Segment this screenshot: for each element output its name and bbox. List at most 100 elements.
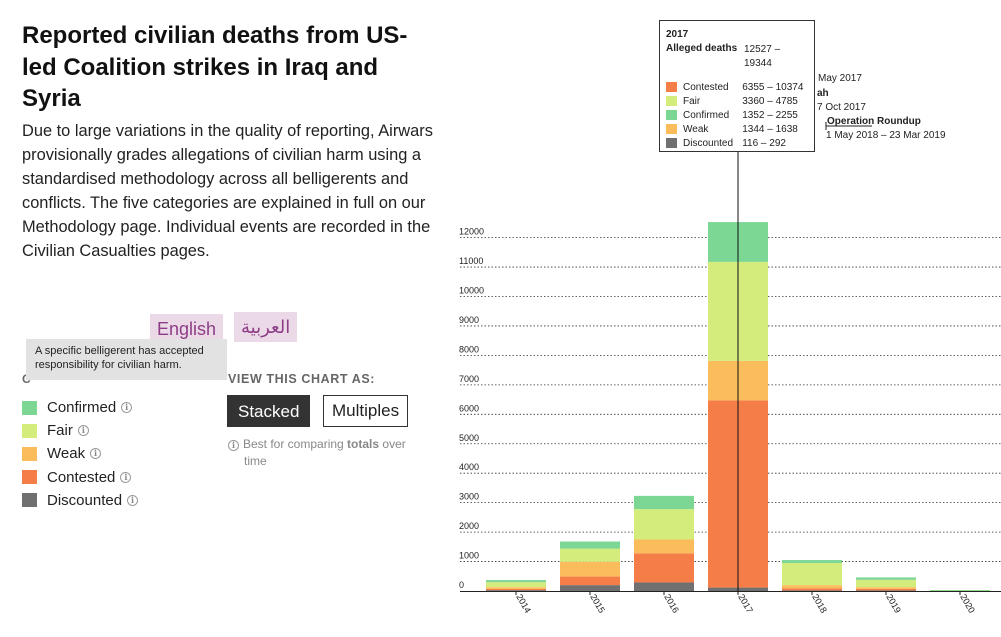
bar-segment-confirmed-2016	[634, 495, 694, 510]
bar-segment-fair-2014	[486, 582, 546, 588]
legend-label-weak: Weak	[47, 445, 86, 463]
tooltip-swatch	[666, 138, 677, 148]
info-icon[interactable]: i	[77, 425, 89, 437]
bar-segment-discounted-2019	[856, 590, 916, 592]
hint-prefix: Best for comparing	[243, 437, 348, 451]
hint-line2: time	[244, 454, 267, 469]
bar-segment-fair-2016	[634, 509, 694, 540]
x-tick-label: 2018	[810, 592, 829, 614]
legend-swatch-fair	[22, 423, 37, 438]
y-tick-label: 8000	[459, 344, 479, 354]
bar-segment-fair-2018	[782, 563, 842, 586]
tooltip-row-label: Fair	[683, 95, 701, 107]
hint-bold: totals	[347, 437, 380, 451]
tooltip-row-label: Confirmed	[683, 109, 730, 121]
bar-segment-contested-2019	[856, 588, 916, 591]
x-tick-label: 2015	[588, 592, 607, 614]
tooltip-row-label: Weak	[683, 123, 709, 135]
arabic-language-button[interactable]: العربية	[234, 312, 298, 342]
tooltip-row-value: 116 – 292	[742, 137, 786, 149]
tooltip-swatch	[666, 124, 677, 134]
y-tick-label: 11000	[459, 256, 483, 266]
view-hint: i Best for comparing totals over time	[228, 436, 428, 471]
tooltip-row-confirmed: Confirmed 1352 – 2255	[666, 108, 808, 122]
y-tick-label: 7000	[459, 374, 479, 384]
bar-segment-confirmed-2014	[486, 580, 546, 583]
tooltip-alleged-value: 12527 – 19344	[744, 44, 781, 69]
legend-item-fair[interactable]: Fair i	[22, 419, 138, 442]
tooltip-swatch	[666, 82, 677, 92]
tooltip-row-value: 1352 – 2255	[742, 109, 798, 121]
legend-swatch-contested	[22, 470, 37, 485]
info-icon[interactable]: i	[90, 448, 102, 460]
info-icon[interactable]: i	[120, 471, 132, 483]
tooltip-row-fair: Fair 3360 – 4785	[666, 94, 808, 108]
y-tick-label: 12000	[459, 227, 484, 237]
bar-segment-confirmed-2018	[782, 560, 842, 564]
tooltip-swatch	[666, 110, 677, 120]
bar-segment-contested-2016	[634, 553, 694, 583]
tooltip-row-discounted: Discounted 116 – 292	[666, 136, 808, 150]
legend-tooltip: A specific belligerent has accepted resp…	[26, 339, 227, 380]
x-tick-label: 2016	[662, 592, 681, 614]
tooltip-row-label: Discounted	[683, 137, 734, 149]
bar-segment-weak-2019	[856, 587, 916, 589]
y-tick-label: 10000	[459, 286, 484, 296]
x-tick-label: 2017	[736, 592, 755, 614]
tooltip-alleged-label: Alleged deaths	[666, 43, 738, 54]
bar-segment-contested-2015	[560, 576, 620, 586]
chart-tooltip: 2017 Alleged deaths 12527 – 19344 Contes…	[659, 20, 815, 152]
info-icon[interactable]: i	[127, 494, 139, 506]
annotation-text: ah	[817, 88, 829, 99]
tooltip-row-contested: Contested 6355 – 10374	[666, 80, 808, 94]
info-icon[interactable]: i	[121, 402, 133, 414]
stacked-view-button[interactable]: Stacked	[227, 395, 311, 427]
info-icon: i	[228, 440, 239, 451]
bar-segment-weak-2015	[560, 561, 620, 577]
legend-label-discounted: Discounted	[47, 491, 123, 509]
annotation-text: May 2017	[818, 73, 862, 84]
tooltip-row-weak: Weak 1344 – 1638	[666, 122, 808, 136]
legend-label-confirmed: Confirmed	[47, 399, 117, 417]
tooltip-row-label: Contested	[683, 81, 729, 93]
y-tick-label: 4000	[459, 462, 479, 472]
hint-suffix: over	[379, 437, 406, 451]
tooltip-row-value: 6355 – 10374	[742, 81, 804, 93]
legend-label-contested: Contested	[47, 468, 116, 486]
bar-segment-weak-2018	[782, 585, 842, 589]
bar-segment-discounted-2014	[486, 590, 546, 591]
intro-paragraph: Due to large variations in the quality o…	[22, 122, 433, 260]
y-tick-label: 6000	[459, 403, 479, 413]
bar-segment-fair-2015	[560, 548, 620, 562]
tooltip-row-value: 1344 – 1638	[742, 123, 798, 135]
y-tick-label: 5000	[459, 433, 479, 443]
legend-swatch-weak	[22, 446, 37, 461]
bar-segment-confirmed-2019	[856, 577, 916, 580]
bar-segment-fair-2019	[856, 579, 916, 588]
bar-segment-confirmed-2015	[560, 541, 620, 549]
bar-segment-confirmed-2020	[930, 589, 990, 591]
bar-segment-discounted-2016	[634, 582, 694, 591]
tooltip-row-value: 3360 – 4785	[742, 95, 798, 107]
legend-swatch-discounted	[22, 493, 37, 508]
view-chart-label: VIEW THIS CHART AS:	[228, 372, 376, 386]
annotation-text: Operation Roundup	[827, 116, 921, 127]
multiples-view-button[interactable]: Multiples	[323, 395, 409, 427]
y-tick-label: 3000	[459, 492, 479, 502]
stacked-bar-chart: 0 1000 2000 3000 4000 5000 6000 7000 8000 9000 100…	[459, 73, 1001, 615]
legend-item-discounted[interactable]: Discounted i	[22, 489, 139, 512]
annotation-text: 7 Oct 2017	[817, 102, 866, 113]
legend-label-fair: Fair	[47, 422, 73, 440]
legend-item-confirmed[interactable]: Confirmed i	[22, 396, 138, 419]
bar-segment-weak-2016	[634, 539, 694, 554]
legend-item-contested[interactable]: Contested i	[22, 466, 138, 489]
x-tick-label: 2014	[514, 592, 533, 614]
y-tick-label: 9000	[459, 315, 479, 325]
y-tick-label: 2000	[459, 521, 479, 531]
annotation-text: 1 May 2018 – 23 Mar 2019	[826, 130, 946, 141]
bar-segment-discounted-2015	[560, 585, 620, 591]
bar-segment-discounted-2018	[782, 590, 842, 592]
y-tick-label: 1000	[459, 551, 479, 561]
x-tick-label: 2019	[884, 592, 903, 614]
legend-item-weak[interactable]: Weak i	[22, 442, 138, 465]
